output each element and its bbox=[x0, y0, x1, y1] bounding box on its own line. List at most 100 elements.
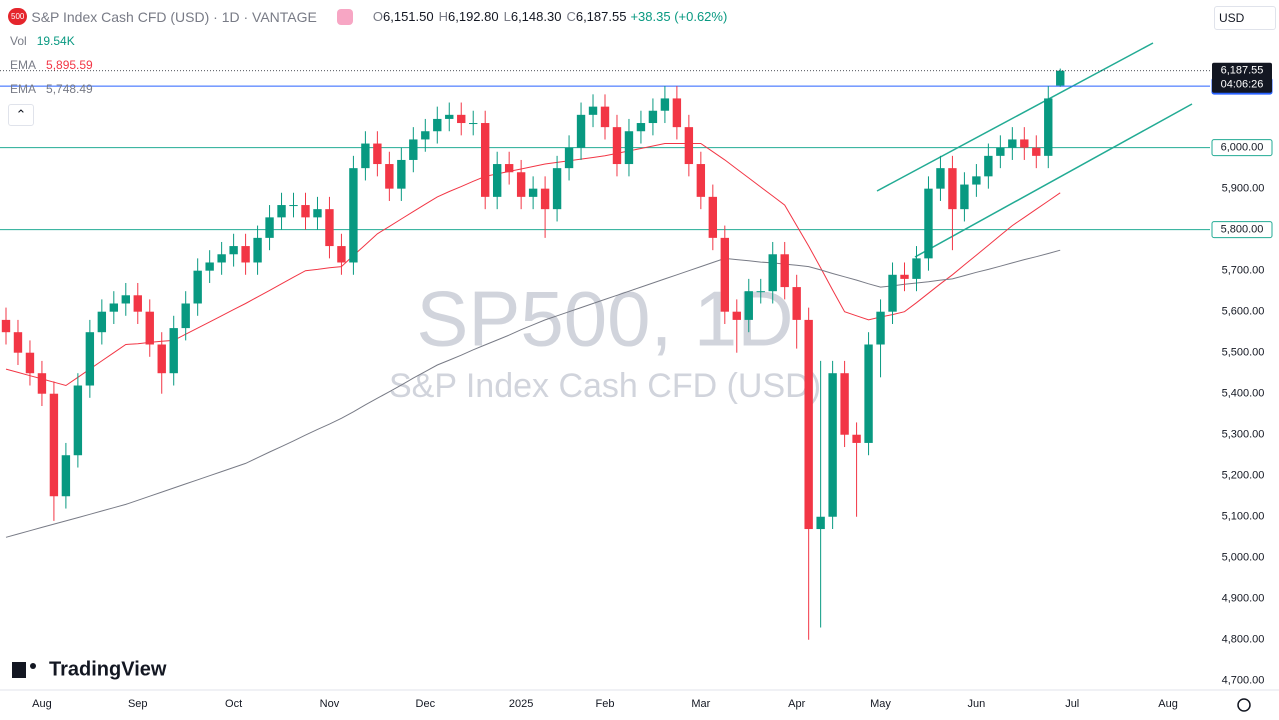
candle-body bbox=[25, 352, 35, 374]
candle-body bbox=[37, 373, 47, 394]
candle-body bbox=[157, 344, 166, 374]
logo-text: TradingView bbox=[49, 658, 167, 680]
candle-body bbox=[768, 254, 777, 292]
y-tick-label: 5,100.00 bbox=[1222, 511, 1265, 523]
x-tick-label: Oct bbox=[225, 698, 242, 710]
candle-body bbox=[900, 274, 909, 279]
candle-body bbox=[469, 123, 478, 125]
candle-body bbox=[744, 291, 753, 320]
indicator-name: Vol bbox=[10, 34, 27, 48]
candle-body bbox=[540, 188, 550, 210]
candle-body bbox=[181, 303, 190, 329]
trend-channel bbox=[876, 42, 1154, 192]
candle-body bbox=[828, 373, 837, 517]
candle-body bbox=[816, 516, 825, 530]
candle-body bbox=[229, 246, 238, 255]
logo-mark bbox=[12, 662, 26, 678]
x-tick-label: Apr bbox=[788, 698, 805, 710]
trend-channel bbox=[914, 103, 1193, 258]
candle-body bbox=[289, 205, 298, 207]
candle-body bbox=[840, 373, 849, 435]
candle-body bbox=[780, 254, 789, 288]
candle-body bbox=[876, 311, 885, 345]
ohlc-value: 6,148.30 bbox=[510, 9, 562, 24]
candle-body bbox=[852, 434, 861, 443]
indicator-name: EMA bbox=[10, 58, 37, 72]
candle-body bbox=[265, 217, 274, 238]
indicator-value: 5,895.59 bbox=[46, 58, 93, 72]
candle-body bbox=[636, 123, 646, 132]
indicator-row: Vol 19.54K bbox=[10, 34, 75, 48]
candle-body bbox=[481, 123, 490, 197]
ohlc-key: L bbox=[503, 9, 511, 24]
y-tick-label: 5,400.00 bbox=[1222, 388, 1265, 400]
candle-body bbox=[169, 328, 178, 374]
ohlc: O 6,151.50 H 6,192.80 L 6,148.30 C 6,187.55 bbox=[373, 9, 627, 24]
ohlc-key: H bbox=[438, 9, 448, 24]
price-countdown: 04:06:26 bbox=[1221, 79, 1264, 91]
level-tag bbox=[1211, 139, 1273, 157]
candle-body bbox=[624, 131, 634, 165]
candle-body bbox=[1008, 139, 1017, 148]
price-tag bbox=[1212, 62, 1272, 93]
indicator-value: 5,748.49 bbox=[46, 82, 93, 96]
ohlc-item: L 6,148.30 bbox=[504, 9, 562, 24]
candle-body bbox=[492, 164, 502, 197]
level-tag bbox=[1211, 221, 1273, 239]
y-tick-label: 5,300.00 bbox=[1222, 429, 1265, 441]
indicator-value: 19.54K bbox=[36, 34, 75, 48]
candle-body bbox=[564, 147, 574, 169]
x-tick-label: Feb bbox=[596, 698, 615, 710]
ohlc-item: H 6,192.80 bbox=[439, 9, 499, 24]
candle-body bbox=[373, 143, 382, 165]
y-tick-label: 5,000.00 bbox=[1222, 552, 1265, 564]
y-tick-label: 5,600.00 bbox=[1222, 306, 1265, 318]
logo-mark bbox=[30, 663, 36, 669]
candle-body bbox=[732, 311, 741, 320]
y-tick-label: 4,900.00 bbox=[1222, 593, 1265, 605]
candle-body bbox=[1, 319, 11, 333]
candle-body bbox=[337, 246, 346, 263]
collapse-button[interactable]: ⌃ bbox=[8, 104, 34, 126]
symbol[interactable]: S&P Index Cash CFD (USD) · 1D · VANTAGE bbox=[31, 8, 317, 25]
x-tick-label: Dec bbox=[416, 698, 436, 710]
y-tick-label: 5,200.00 bbox=[1222, 470, 1265, 482]
candle-body bbox=[720, 237, 729, 312]
currency-select[interactable]: USD bbox=[1214, 6, 1276, 30]
candle-body bbox=[948, 168, 957, 210]
candle-body bbox=[73, 385, 83, 456]
candle-body bbox=[600, 106, 610, 128]
candle-body bbox=[241, 246, 250, 263]
ohlc-item: O 6,151.50 bbox=[373, 9, 434, 24]
x-tick-label: 2025 bbox=[509, 698, 533, 710]
x-tick-label: Sep bbox=[128, 698, 148, 710]
candle-body bbox=[912, 258, 921, 279]
change: +38.35 (+0.62%) bbox=[630, 9, 728, 24]
ohlc-item: C 6,187.55 bbox=[566, 9, 626, 24]
candle-body bbox=[996, 147, 1005, 156]
candle-body bbox=[696, 164, 706, 197]
settings-icon[interactable] bbox=[1237, 698, 1251, 712]
candle-body bbox=[121, 295, 130, 304]
candle-body bbox=[193, 270, 202, 304]
candle-body bbox=[984, 155, 993, 177]
ohlc-value: 6,187.55 bbox=[575, 9, 627, 24]
indicator-name: EMA bbox=[10, 82, 37, 96]
candle-body bbox=[409, 139, 418, 160]
y-tick-label: 4,700.00 bbox=[1222, 675, 1265, 687]
candle-body bbox=[253, 237, 262, 263]
candle-body bbox=[708, 196, 718, 238]
candle-body bbox=[13, 332, 23, 353]
candle-body bbox=[49, 393, 59, 497]
x-tick-label: Nov bbox=[320, 698, 340, 710]
logo: TradingView bbox=[12, 658, 167, 680]
y-tick-label: 5,500.00 bbox=[1222, 347, 1265, 359]
x-tick-label: Jul bbox=[1065, 698, 1079, 710]
candle-body bbox=[313, 209, 322, 218]
flag-icon[interactable] bbox=[336, 8, 353, 25]
y-tick-label: 4,800.00 bbox=[1222, 634, 1265, 646]
watermark: SP500, 1D bbox=[416, 275, 793, 363]
candle-body bbox=[1020, 139, 1029, 148]
candle-body bbox=[660, 98, 670, 111]
candle-body bbox=[133, 295, 142, 312]
